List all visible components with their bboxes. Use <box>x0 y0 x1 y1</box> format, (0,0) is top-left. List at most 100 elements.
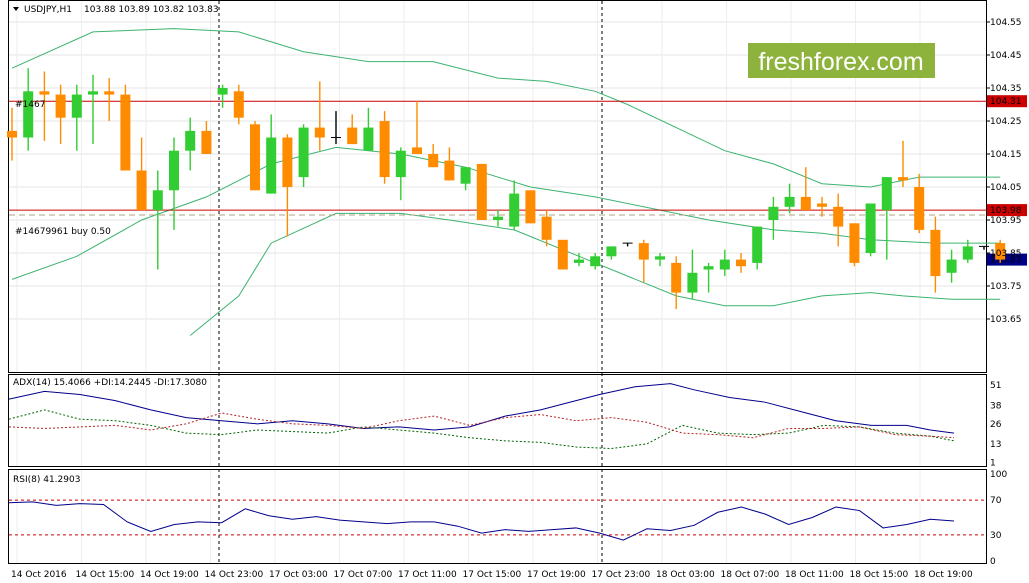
adx-tick-label: 51 <box>990 381 1001 391</box>
bull-candle <box>298 127 309 178</box>
bollinger-lower-band <box>189 212 1001 336</box>
bear-candle <box>930 229 941 277</box>
adx-lines <box>8 383 955 450</box>
upper-level-line-label: #1467 <box>15 100 45 110</box>
time-tick-label: 18 Oct 03:00 <box>656 570 715 580</box>
symbol-title: USDJPY,H1 <box>24 5 72 15</box>
price-tick-label: 104.15 <box>990 150 1022 160</box>
bull-candle <box>493 216 503 220</box>
bull-candle <box>509 193 520 227</box>
bear-candle <box>476 163 487 220</box>
bull-candle <box>946 259 957 273</box>
bear-candle <box>557 239 568 270</box>
bear-candle <box>736 259 746 267</box>
bull-candle <box>71 94 82 118</box>
bull-candle <box>266 137 277 194</box>
bear-candle <box>120 94 131 171</box>
time-tick-label: 17 Oct 07:00 <box>334 570 393 580</box>
price-tick-label: 103.95 <box>990 216 1022 226</box>
adx-series-di <box>8 412 955 439</box>
bull-candle <box>768 206 779 220</box>
bear-candle <box>833 206 844 227</box>
bear-candle <box>201 130 212 154</box>
time-tick-label: 14 Oct 19:00 <box>140 570 199 580</box>
bull-candle <box>606 246 617 257</box>
bear-candle <box>671 262 682 293</box>
dropdown-triangle-icon[interactable] <box>13 7 19 11</box>
bull-candle <box>23 91 34 138</box>
adx-panel-frame <box>8 374 987 467</box>
rsi-line <box>8 501 955 541</box>
bear-candle <box>250 124 260 191</box>
rsi-tick-label: 100 <box>990 470 1007 480</box>
bear-candle <box>444 160 455 181</box>
bear-candle <box>412 147 422 154</box>
last-price-tag-text: 103.83 <box>990 256 1022 266</box>
bear-candle <box>914 187 925 230</box>
candlesticks <box>7 68 1006 310</box>
price-tick-label: 104.35 <box>990 84 1022 94</box>
adx-tick-label: 26 <box>990 420 1002 430</box>
bull-candle <box>752 226 763 263</box>
time-tick-label: 14 Oct 23:00 <box>205 570 264 580</box>
bull-candle <box>687 272 698 293</box>
bull-candle <box>881 177 892 211</box>
bear-candle <box>314 127 325 138</box>
bull-candle <box>784 196 795 207</box>
bull-candle <box>169 150 179 191</box>
bear-candle <box>525 190 536 224</box>
bull-candle <box>460 167 471 184</box>
price-tick-label: 104.05 <box>990 183 1022 193</box>
time-tick-label: 18 Oct 11:00 <box>785 570 844 580</box>
bear-candle <box>898 177 908 181</box>
ohlc-header: 103.88 103.89 103.82 103.83 <box>84 5 219 15</box>
bear-candle <box>638 243 649 260</box>
price-tick-label: 104.55 <box>990 18 1022 28</box>
price-tick-label: 103.85 <box>990 249 1022 259</box>
rsi-panel-frame <box>8 469 987 564</box>
rsi-tick-label: 70 <box>990 496 1002 506</box>
rsi-title: RSI(8) 41.2903 <box>13 475 80 485</box>
rsi-tick-label: 30 <box>990 531 1002 541</box>
axis-labels: 104.55 104.45 104.35 104.25 104.15 104.05 103.… <box>11 18 1022 580</box>
adx-tick-label: 38 <box>990 401 1002 411</box>
bear-candle <box>379 121 390 178</box>
time-tick-label: 18 Oct 07:00 <box>721 570 780 580</box>
bull-candle <box>719 259 730 270</box>
level-price-tag-text: 104.31 <box>990 97 1022 107</box>
bull-candle <box>703 266 714 270</box>
time-tick-label: 17 Oct 23:00 <box>592 570 651 580</box>
price-tick-label: 104.25 <box>990 117 1022 127</box>
adx-tick-label: 1 <box>990 458 996 468</box>
rsi-lines <box>8 499 986 541</box>
level-price-tag-text: 103.98 <box>990 206 1022 216</box>
level-price-tag <box>987 95 1027 108</box>
bear-candle <box>104 91 115 95</box>
time-tick-label: 17 Oct 19:00 <box>527 570 586 580</box>
bear-candle <box>39 91 50 95</box>
adx-tick-label: 13 <box>990 440 1001 450</box>
bull-candle <box>655 256 665 260</box>
watermark-text: freshforex.com <box>758 48 923 76</box>
order-line-label[interactable]: #14679961 buy 0.50 <box>15 227 111 237</box>
bear-candle <box>995 243 1006 260</box>
time-tick-label: 17 Oct 11:00 <box>398 570 457 580</box>
level-price-tag <box>987 204 1027 217</box>
time-tick-label: 17 Oct 15:00 <box>463 570 522 580</box>
price-tick-label: 103.65 <box>990 315 1022 325</box>
bear-candle <box>817 203 827 207</box>
adx-series-adx <box>8 383 955 434</box>
time-tick-label: 18 Oct 15:00 <box>850 570 909 580</box>
bollinger-upper-band <box>11 28 1001 188</box>
bear-candle <box>136 170 147 211</box>
freshforex-watermark: freshforex.com <box>748 43 935 78</box>
time-tick-label: 18 Oct 19:00 <box>914 570 973 580</box>
bull-candle <box>574 259 584 263</box>
rsi-tick-label: 0 <box>990 557 996 567</box>
bull-candle <box>363 127 374 151</box>
adx-title: ADX(14) 15.4066 +DI:14.2445 -DI:17.3080 <box>13 378 207 388</box>
bear-candle <box>55 94 66 118</box>
bull-candle <box>865 203 876 253</box>
price-tick-label: 104.45 <box>990 51 1022 61</box>
